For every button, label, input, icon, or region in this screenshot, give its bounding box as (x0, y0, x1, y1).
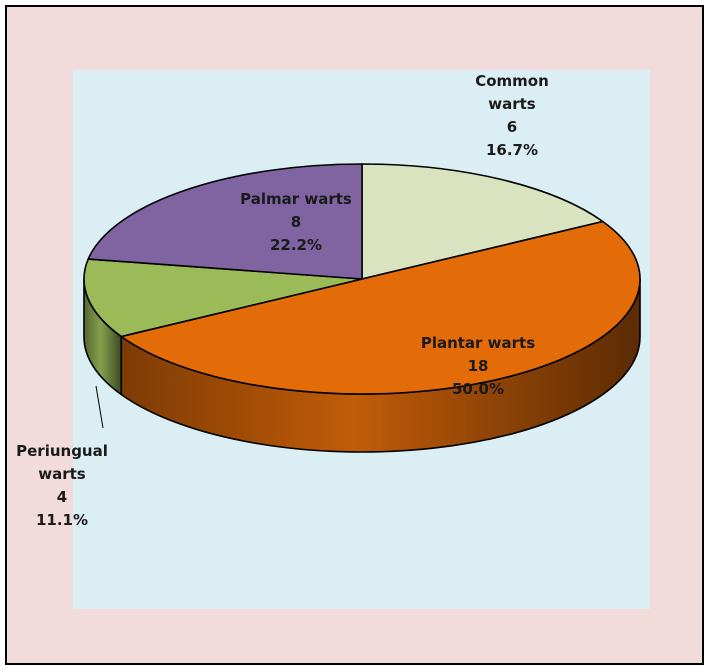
slice-label-0: Common warts 6 16.7% (475, 72, 549, 159)
pie-slice-1 (120, 220, 641, 395)
slice-label-3: Palmar warts 8 22.2% (240, 190, 352, 254)
pie-slice-2 (83, 258, 363, 338)
slice-label-2: Periungual warts 4 11.1% (16, 442, 108, 529)
periungual-leader-line (95, 385, 104, 429)
slice-label-1: Plantar warts 18 50.0% (421, 334, 535, 398)
pie-slice-3 (87, 163, 363, 280)
pie-slice-0 (361, 163, 604, 280)
